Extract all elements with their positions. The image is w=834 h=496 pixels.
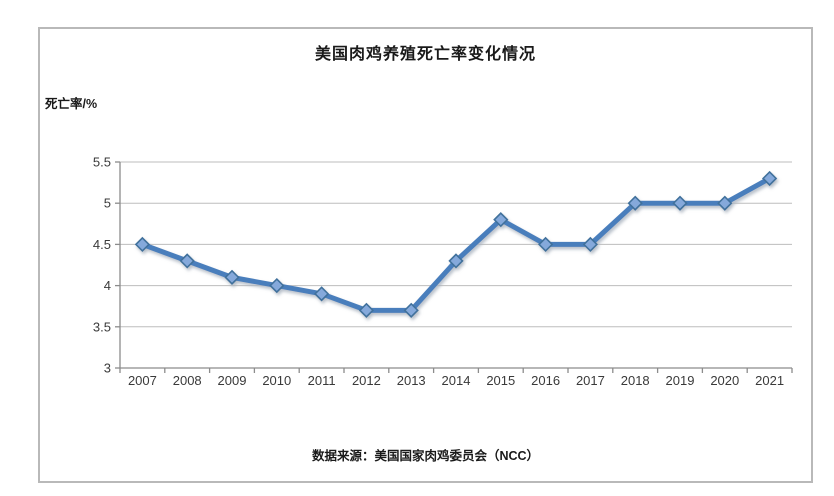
x-axis: 2007 2008 2009 2010 2011 2012 2013 2014 2015 2016… bbox=[119, 367, 793, 388]
x-tick-label: 2012 bbox=[352, 373, 381, 388]
x-tick-label: 2010 bbox=[262, 373, 291, 388]
chart-title: 美国肉鸡养殖死亡率变化情况 bbox=[314, 46, 536, 63]
data-point bbox=[493, 212, 509, 228]
x-tick-label: 2017 bbox=[576, 373, 605, 388]
data-point bbox=[537, 236, 554, 253]
data-point bbox=[358, 302, 375, 318]
y-tick-label: 5 bbox=[104, 196, 111, 211]
data-point bbox=[761, 170, 778, 187]
data-point bbox=[582, 236, 599, 253]
data-point bbox=[627, 195, 643, 211]
data-point bbox=[224, 269, 240, 285]
x-tick-label: 2008 bbox=[173, 373, 202, 388]
data-series bbox=[134, 170, 778, 318]
data-point bbox=[672, 195, 688, 211]
y-tick-label: 4 bbox=[104, 278, 111, 293]
data-source-note: 数据来源：美国国家肉鸡委员会（NCC） bbox=[311, 449, 540, 463]
data-point bbox=[179, 253, 195, 269]
x-tick-label: 2007 bbox=[128, 373, 157, 388]
x-tick-label: 2019 bbox=[666, 373, 695, 388]
y-tick-label: 3 bbox=[104, 361, 111, 376]
data-point bbox=[134, 236, 151, 253]
x-tick-label: 2018 bbox=[621, 373, 650, 388]
x-tick-label: 2011 bbox=[308, 373, 336, 388]
y-axis: 3 3.5 4 4.5 5 5.5 bbox=[93, 155, 121, 376]
x-tick-label: 2014 bbox=[442, 373, 471, 388]
data-point bbox=[448, 253, 464, 269]
x-tick-label: 2013 bbox=[397, 373, 426, 388]
line-chart-plot: 3 3.5 4 4.5 5 5.5 2007 2008 2009 2010 2011 2012 2013… bbox=[93, 155, 793, 388]
gridlines bbox=[120, 161, 792, 328]
x-tick-label: 2016 bbox=[531, 373, 560, 388]
data-point bbox=[269, 277, 285, 294]
y-tick-label: 4.5 bbox=[93, 237, 111, 252]
x-tick-label: 2020 bbox=[710, 373, 739, 388]
data-point bbox=[403, 302, 419, 318]
chart-frame: 美国肉鸡养殖死亡率变化情况 死亡率/% 3 3.5 4 4.5 5 5.5 2007 2008… bbox=[38, 27, 813, 483]
x-tick-label: 2021 bbox=[755, 373, 784, 388]
y-axis-title: 死亡率/% bbox=[45, 97, 98, 111]
y-tick-label: 3.5 bbox=[93, 319, 111, 334]
y-tick-label: 5.5 bbox=[93, 155, 111, 170]
x-tick-label: 2015 bbox=[486, 373, 515, 388]
data-point bbox=[717, 195, 733, 211]
x-tick-label: 2009 bbox=[218, 373, 247, 388]
data-point bbox=[313, 286, 330, 302]
